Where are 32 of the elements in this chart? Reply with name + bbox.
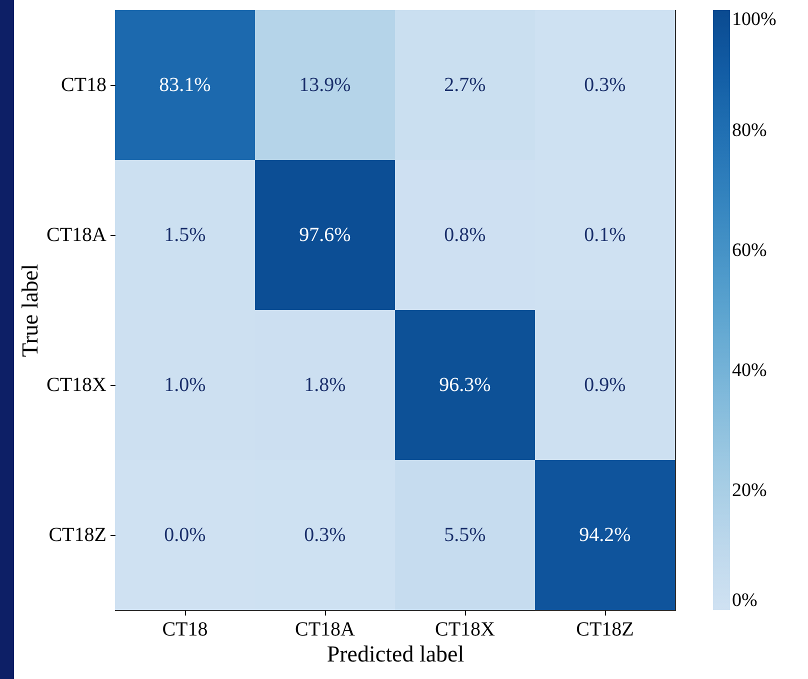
- data-label: 2.7%: [444, 74, 486, 96]
- color-bar-label: 40%: [732, 360, 767, 381]
- data-label: 0.3%: [584, 74, 626, 96]
- data-label: 94.2%: [579, 524, 631, 546]
- y-axis-title: True label: [18, 264, 42, 358]
- color-bar-label: 20%: [732, 480, 767, 501]
- color-bar-label: 0%: [732, 590, 758, 611]
- data-label: 5.5%: [444, 524, 486, 546]
- data-label: 0.3%: [304, 524, 346, 546]
- data-label: 1.5%: [164, 224, 206, 246]
- x-tick-label: CT18Z: [576, 618, 634, 640]
- data-label: 0.9%: [584, 374, 626, 396]
- data-label: 0.8%: [444, 224, 486, 246]
- data-label: 13.9%: [299, 74, 351, 96]
- x-axis-title: Predicted label: [326, 642, 464, 666]
- y-tick-label: CT18A: [46, 224, 108, 246]
- x-tick-label: CT18A: [295, 618, 356, 640]
- color-bar-label: 100%: [732, 9, 776, 30]
- y-tick-label: CT18Z: [48, 524, 106, 546]
- data-label: 96.3%: [439, 374, 491, 396]
- data-label: 0.1%: [584, 224, 626, 246]
- data-label: 1.8%: [304, 374, 346, 396]
- x-tick-label: CT18: [162, 618, 208, 640]
- x-tick-label: CT18X: [435, 618, 496, 640]
- data-label: 83.1%: [159, 74, 211, 96]
- data-label: 1.0%: [164, 374, 206, 396]
- data-label: 0.0%: [164, 524, 206, 546]
- color-bar-label: 60%: [732, 240, 767, 261]
- color-bar-label: 80%: [732, 120, 767, 141]
- y-tick-label: CT18X: [46, 374, 108, 396]
- data-label: 97.6%: [299, 224, 351, 246]
- y-tick-label: CT18: [60, 74, 106, 96]
